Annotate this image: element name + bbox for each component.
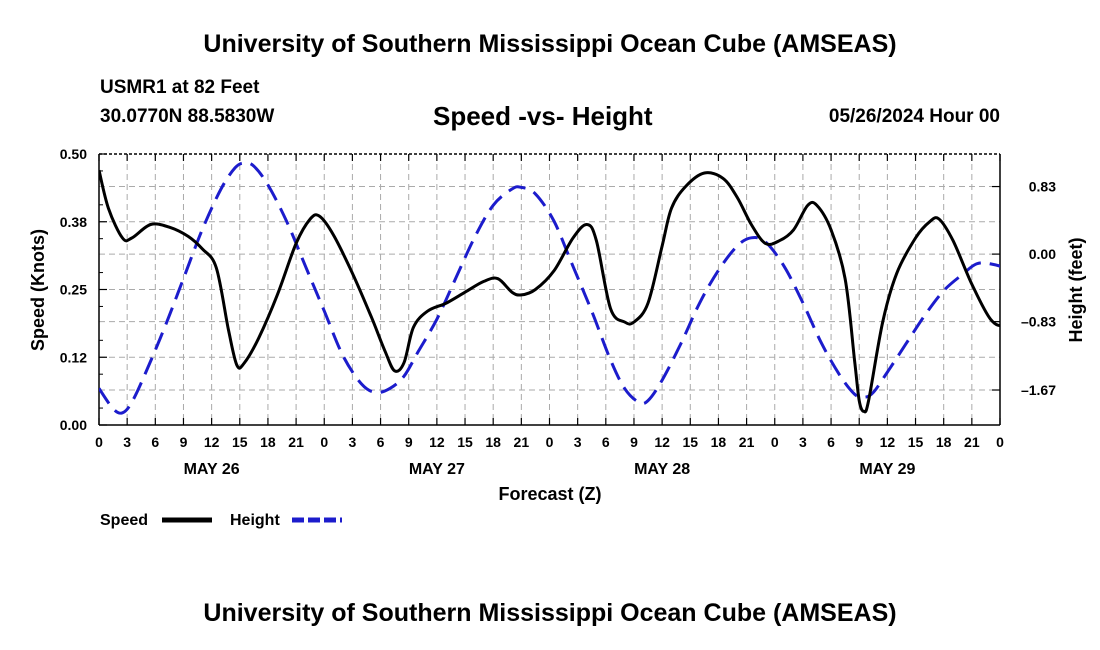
x-tick-label: 3: [349, 434, 357, 450]
x-tick-label: 21: [514, 434, 530, 450]
coordinates-label: 30.0770N 88.5830W: [100, 106, 275, 127]
y-left-tick-label: 0.00: [60, 417, 87, 433]
y-right-tick-label: –1.67: [1021, 382, 1056, 398]
x-tick-label: 0: [996, 434, 1004, 450]
y-left-tick-label: 0.25: [60, 282, 87, 298]
station-label: USMR1 at 82 Feet: [100, 77, 260, 98]
y-left-tick-label: 0.12: [60, 349, 87, 365]
x-tick-label: 12: [880, 434, 896, 450]
x-tick-label: 6: [602, 434, 610, 450]
y-axis-left-title: Speed (Knots): [28, 229, 48, 351]
day-label: MAY 26: [184, 461, 240, 478]
x-tick-label: 0: [771, 434, 779, 450]
y-right-tick-label: 0.83: [1029, 179, 1056, 195]
x-tick-label: 9: [180, 434, 188, 450]
day-label: MAY 29: [859, 461, 915, 478]
x-tick-label: 0: [546, 434, 554, 450]
x-tick-label: 6: [151, 434, 159, 450]
x-tick-label: 0: [95, 434, 103, 450]
x-tick-label: 18: [485, 434, 501, 450]
x-tick-label: 3: [799, 434, 807, 450]
x-tick-label: 18: [711, 434, 727, 450]
date-label: 05/26/2024 Hour 00: [828, 106, 1000, 127]
series-line-height: [99, 161, 1000, 415]
x-tick-label: 0: [320, 434, 328, 450]
x-tick-label: 3: [123, 434, 131, 450]
x-tick-label: 12: [204, 434, 220, 450]
x-axis-title: Forecast (Z): [498, 484, 601, 504]
x-tick-label: 15: [682, 434, 698, 450]
day-label: MAY 28: [634, 461, 690, 478]
x-tick-label: 21: [964, 434, 980, 450]
x-tick-label: 21: [739, 434, 755, 450]
y-left-tick-label: 0.38: [60, 214, 87, 230]
legend-label-speed: Speed: [100, 512, 148, 529]
x-tick-label: 9: [405, 434, 413, 450]
day-label: MAY 27: [409, 461, 465, 478]
x-tick-label: 12: [654, 434, 670, 450]
x-tick-label: 3: [574, 434, 582, 450]
x-tick-label: 9: [855, 434, 863, 450]
y-right-tick-label: –0.83: [1021, 314, 1056, 330]
x-tick-label: 6: [377, 434, 385, 450]
x-tick-label: 18: [260, 434, 276, 450]
series-line-speed: [99, 169, 1000, 414]
x-tick-label: 18: [936, 434, 952, 450]
page-title-top: University of Southern Mississippi Ocean…: [203, 30, 897, 58]
x-tick-label: 15: [457, 434, 473, 450]
y-axis-right-title: Height (feet): [1066, 238, 1086, 343]
x-tick-label: 9: [630, 434, 638, 450]
x-tick-label: 21: [288, 434, 304, 450]
y-left-tick-label: 0.50: [60, 146, 87, 162]
page-title-bottom: University of Southern Mississippi Ocean…: [203, 599, 897, 627]
x-tick-label: 6: [827, 434, 835, 450]
y-right-tick-label: 0.00: [1029, 246, 1056, 262]
x-tick-label: 15: [908, 434, 924, 450]
chart-title: Speed -vs- Height: [433, 101, 653, 131]
x-tick-label: 15: [232, 434, 248, 450]
x-tick-label: 12: [429, 434, 445, 450]
legend-label-height: Height: [230, 512, 280, 529]
